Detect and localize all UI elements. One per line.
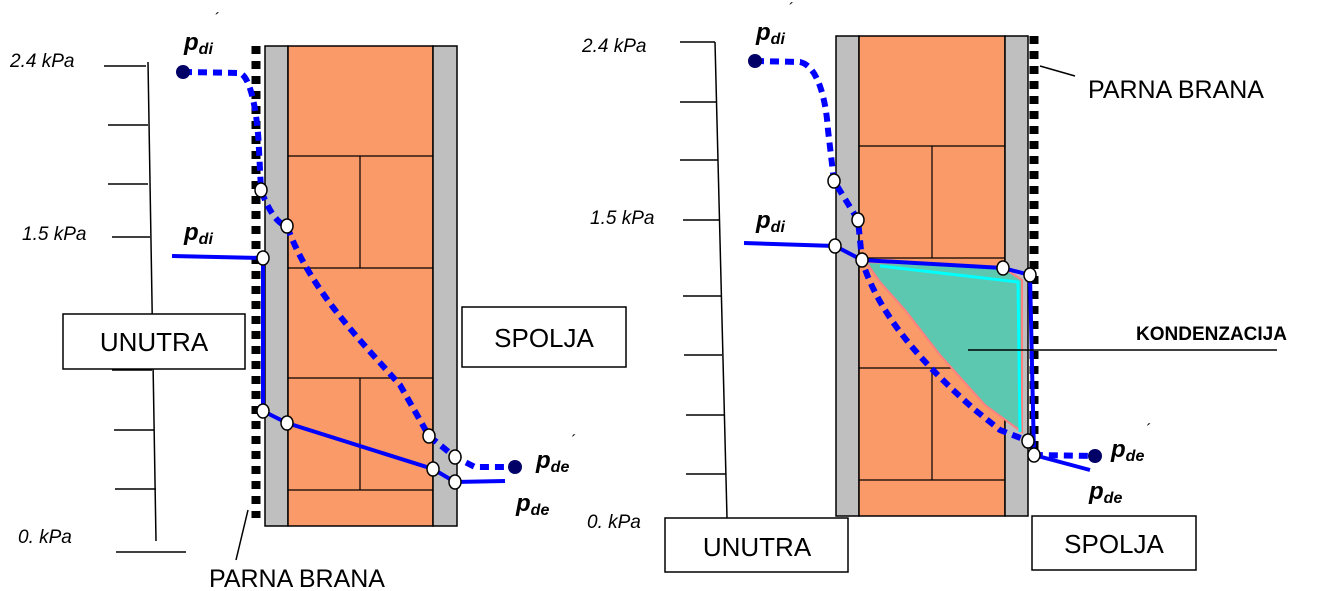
left-inside-label: UNUTRA [100,327,209,357]
right-plaster-inner [835,35,860,517]
left-plaster-outer [432,45,458,527]
left-endpoint-pdi-sat [176,65,190,79]
left-axis-label-mid: 1.5 kPa [22,224,86,245]
right-label-pdi-sat: pdi´ [755,1,794,48]
left-axis-line [147,61,157,542]
left-diagram: 2.4 kPa 1.5 kPa 0. kPa [9,11,627,591]
left-plaster-inner [264,45,289,527]
right-condensation-edge [879,264,1022,433]
right-outside-box [1031,515,1197,571]
right-interface-points [827,173,1041,463]
left-label-pde-sat: pde´ [535,433,577,476]
right-inside-label: UNUTRA [703,532,812,562]
right-endpoint-pdi-sat [748,54,762,68]
right-inside-box [664,517,849,573]
left-label-pdi-sat: pdi´ [183,11,220,58]
left-saturation-curve [182,69,515,470]
right-label-pdi: pdi [755,207,785,236]
right-axis-label-mid: 1.5 kPa [590,208,654,229]
right-brick-joints [859,145,1005,481]
right-label-pde-sat: pde´ [1110,422,1152,465]
left-label-pdi: pdi [183,219,213,248]
right-endpoint-pde-sat [1088,449,1102,463]
right-axis-label-top: 2.4 kPa [581,36,646,57]
right-label-pde: pde [1088,478,1122,507]
left-barrier-pointer [235,509,249,561]
right-axis-label-bottom: 0. kPa [587,512,641,533]
right-barrier-pointer [1039,65,1076,77]
left-interface-points [254,182,462,490]
right-axis-line [714,41,728,519]
left-outside-box [461,306,627,368]
right-diagram: 2.4 kPa 1.5 kPa 0. kPa [581,1,1287,573]
right-barrier-label: PARNA BRANA [1088,76,1264,104]
left-barrier-label: PARNA BRANA [209,565,385,591]
right-condensation-label: KONDENZACIJA [1136,324,1287,345]
right-saturation-curve [754,58,1096,459]
left-endpoint-pde-sat [508,460,522,474]
left-outside-label: SPOLJA [494,323,594,353]
left-inside-box [62,313,246,370]
left-brick-joints [288,155,433,491]
left-axis-label-bottom: 0. kPa [18,527,72,548]
left-axis-label-top: 2.4 kPa [9,51,74,72]
left-label-pde: pde [515,490,549,519]
right-outside-label: SPOLJA [1064,529,1164,559]
